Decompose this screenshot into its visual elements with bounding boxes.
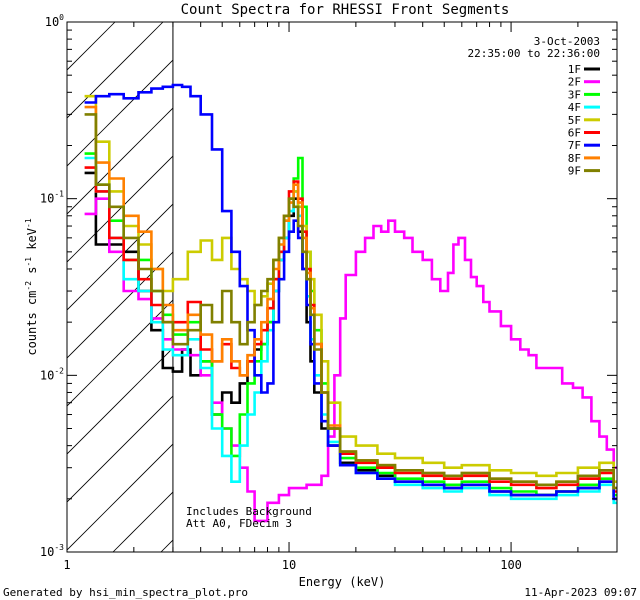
y-axis-label-main: counts cm (25, 291, 39, 356)
y-axis-label-exp2: -1 (24, 257, 33, 267)
legend-label-6F: 6F (568, 127, 581, 140)
series-line-5F (84, 94, 617, 483)
y-axis-label-exp1: -2 (24, 281, 33, 291)
x-axis-label: Energy (keV) (299, 575, 386, 589)
legend-label-7F: 7F (568, 139, 581, 152)
x-tick-label-10: 10 (282, 558, 296, 572)
y-tick-label-0: 100 (45, 13, 64, 29)
x-tick-label-1: 1 (63, 558, 70, 572)
y-tick-label--3: 10-3 (40, 543, 64, 559)
legend-label-8F: 8F (568, 152, 581, 165)
series-line-6F (84, 166, 617, 493)
axis-ticks: 1 10 100 10-3 10-2 10-1 100 (40, 13, 618, 572)
hatch-line-1 (67, 22, 116, 71)
header-time-range: 22:35:00 to 22:36:00 (468, 47, 600, 60)
legend-label-4F: 4F (568, 101, 581, 114)
legend-label-1F: 1F (568, 63, 581, 76)
y-axis-label-s: s (25, 267, 39, 281)
hatch-line-2 (67, 22, 164, 119)
legend-label-2F: 2F (568, 76, 581, 89)
hatch-line-11 (67, 443, 173, 551)
y-axis-label: counts cm-2 s-1 keV-1 (24, 218, 39, 355)
y-tick-label--2: 10-2 (40, 366, 64, 382)
series-line-2F (84, 197, 617, 523)
series-line-1F (84, 171, 617, 501)
series-lines (84, 83, 617, 523)
y-tick-label--1: 10-1 (40, 190, 64, 206)
x-tick-label-100: 100 (500, 558, 522, 572)
hatch-line-10 (67, 395, 173, 503)
annotation-attenuator: Att A0, FDecim 3 (186, 517, 292, 530)
series-line-3F (84, 152, 617, 497)
series-line-9F (84, 113, 617, 490)
header-date: 3-Oct-2003 (534, 35, 600, 48)
hatch-line-0 (67, 22, 68, 23)
legend-label-5F: 5F (568, 114, 581, 127)
series-line-7F (84, 83, 617, 501)
chart-title: Count Spectra for RHESSI Front Segments (181, 2, 510, 18)
hatch-line-3 (67, 59, 173, 167)
footer-timestamp: 11-Apr-2023 09:07 (524, 586, 637, 599)
annotation-background: Includes Background (186, 505, 312, 518)
footer-generated-by: Generated by hsi_min_spectra_plot.pro (3, 586, 248, 599)
hatch-line-5 (67, 155, 173, 263)
y-axis-label-exp3: -1 (24, 218, 33, 228)
hatch-line-4 (67, 107, 173, 215)
hatch-line-6 (67, 203, 173, 311)
plot-frame (66, 21, 618, 553)
legend-label-9F: 9F (568, 165, 581, 178)
y-axis-label-kev: keV (25, 228, 39, 257)
legend-label-3F: 3F (568, 88, 581, 101)
